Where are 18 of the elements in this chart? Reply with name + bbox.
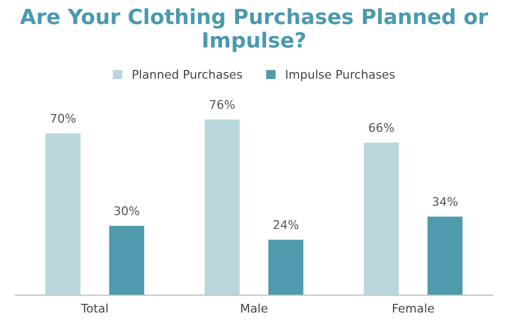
x-tick-label: Total — [81, 304, 108, 313]
legend-label: Impulse Purchases — [286, 70, 395, 82]
chart-title: Are Your Clothing Purchases Planned or Impulse? — [20, 8, 488, 52]
data-label: 30% — [114, 206, 140, 216]
x-tick-label: Male — [241, 304, 268, 313]
data-label: 66% — [369, 123, 394, 132]
data-label: 70% — [50, 114, 76, 123]
bar — [428, 216, 463, 296]
data-label: 76% — [210, 100, 235, 109]
bar — [268, 240, 304, 296]
legend-label: Planned Purchases — [132, 70, 242, 79]
bar — [204, 119, 240, 296]
bar — [109, 226, 144, 296]
data-label: 24% — [274, 220, 298, 230]
data-label: 34% — [432, 197, 458, 206]
bar — [364, 142, 399, 296]
bar — [45, 133, 80, 296]
x-tick-label: Female — [392, 304, 434, 313]
